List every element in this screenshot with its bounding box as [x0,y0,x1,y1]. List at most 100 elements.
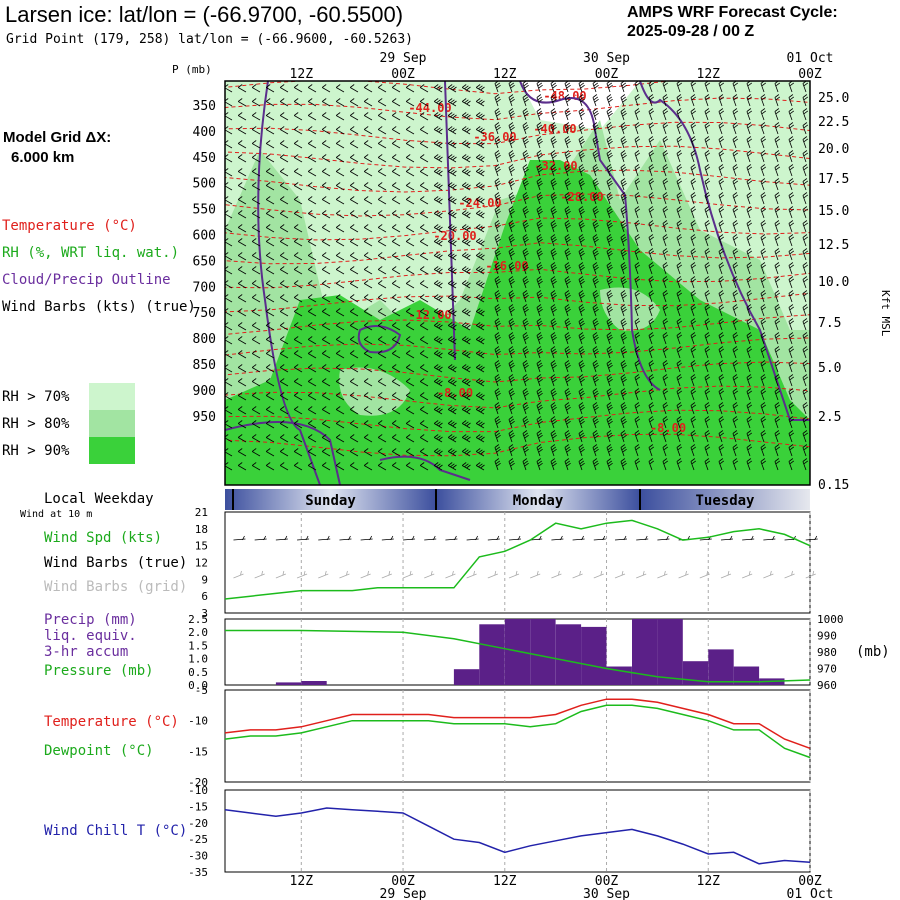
top-hour-label: 12Z [493,67,517,82]
pressure-unit: (mb) [856,644,890,660]
wind-barb [676,150,683,163]
wind-barb [349,196,359,205]
weekday-segment [640,489,810,510]
wind-barb [335,308,345,317]
wind-spd-label: Wind Spd (kts) [44,530,163,546]
wind-barb [377,308,387,317]
wind-barb [746,248,753,261]
wind-barb [363,84,373,93]
wind-barb [279,196,289,205]
wind-barb [405,224,415,233]
wind-barb [606,220,613,233]
wind-barbs-grid-label: Wind Barbs (grid) [44,579,188,595]
wind-barb-grid [402,570,414,579]
wind-barb [321,210,331,219]
wind-barb [433,126,443,135]
wind-barb [690,178,697,191]
wind-barb [508,360,515,373]
temperature-contour-label: -8.00 [650,421,686,435]
wind-barb [690,150,697,163]
wind-barb [265,378,275,387]
wind-barb [447,378,457,387]
wind-barb-true [742,535,755,541]
wind-barb [307,84,317,93]
wind-barb [620,276,627,289]
height-tick-label: 5.0 [818,361,841,376]
wind-barb [802,290,809,303]
wind-barb [550,444,557,457]
bottom-hour-label: 12Z [290,874,314,889]
wind-barb [508,122,515,135]
weekday-day-label: Sunday [305,493,356,509]
wind-barb [419,378,429,387]
wind-barb [662,332,669,345]
wind-barb [788,262,795,275]
weekday-day-label: Tuesday [695,493,755,509]
wind-barb [293,98,303,107]
wind-barb [293,182,303,191]
wind-barb [788,164,795,177]
wind-barb [774,248,781,261]
wind-barb [265,364,275,373]
wind-barb [279,448,289,457]
wind-barb-grid [742,570,753,579]
wind-barb [447,266,457,275]
wind-barb [648,416,655,429]
wind-barb [760,402,767,415]
legend-rh90: RH > 90% [2,443,70,459]
wind-barb [251,210,261,219]
wind-barb-grid [275,570,287,579]
wind-barb [265,462,275,471]
wind-barb [251,126,261,135]
wind-barb [433,210,443,219]
wind-barb [718,150,725,163]
wind-barb [648,290,655,303]
wind-barb [494,430,501,443]
wind-barb [578,388,585,401]
wind-barb [634,164,641,177]
wind-barb [433,154,443,163]
wind-barb [592,304,599,317]
wind-barb [704,234,711,247]
wind-barb [648,248,655,261]
wind-barb [494,178,501,191]
wind-barb [522,374,529,387]
wind-barb [494,360,501,373]
wind-barb [718,234,725,247]
wind-barb [321,84,331,93]
wind-barb [732,430,739,443]
wind-barb [760,346,767,359]
wind-barb [447,434,457,443]
wind-barb [391,196,401,205]
wind-barb [550,332,557,345]
wind-barb [377,406,387,415]
wind-barb [578,290,585,303]
wind-barb [606,416,613,429]
wind-barb [564,234,571,247]
weekday-segment [436,489,640,510]
wind-barb [377,112,387,121]
temperature-contour-label: -28.00 [560,190,603,204]
wind-barb [606,164,613,177]
wind-barb [634,206,641,219]
wind-barb [690,206,697,219]
wind-barb [550,234,557,247]
wind-barb [704,290,711,303]
wind-barb [620,402,627,415]
wind-barb [746,206,753,219]
wind-barb [788,374,795,387]
wind-barb [662,150,669,163]
wind-barb [774,262,781,275]
wind-barb [377,378,387,387]
wind-barb [718,444,725,457]
rh-field: -48.00-44.00-40.00-36.00-32.00-28.00-24.… [225,81,810,485]
wind-barb [746,458,753,471]
wind-barb [746,178,753,191]
wind-barb [564,150,571,163]
temperature-contours: -48.00-44.00-40.00-36.00-32.00-28.00-24.… [225,81,810,458]
wind-barb [536,416,543,429]
wind-barb [760,178,767,191]
wind-barb [475,140,485,149]
wind-barb [788,178,795,191]
wind-barb [363,126,373,135]
